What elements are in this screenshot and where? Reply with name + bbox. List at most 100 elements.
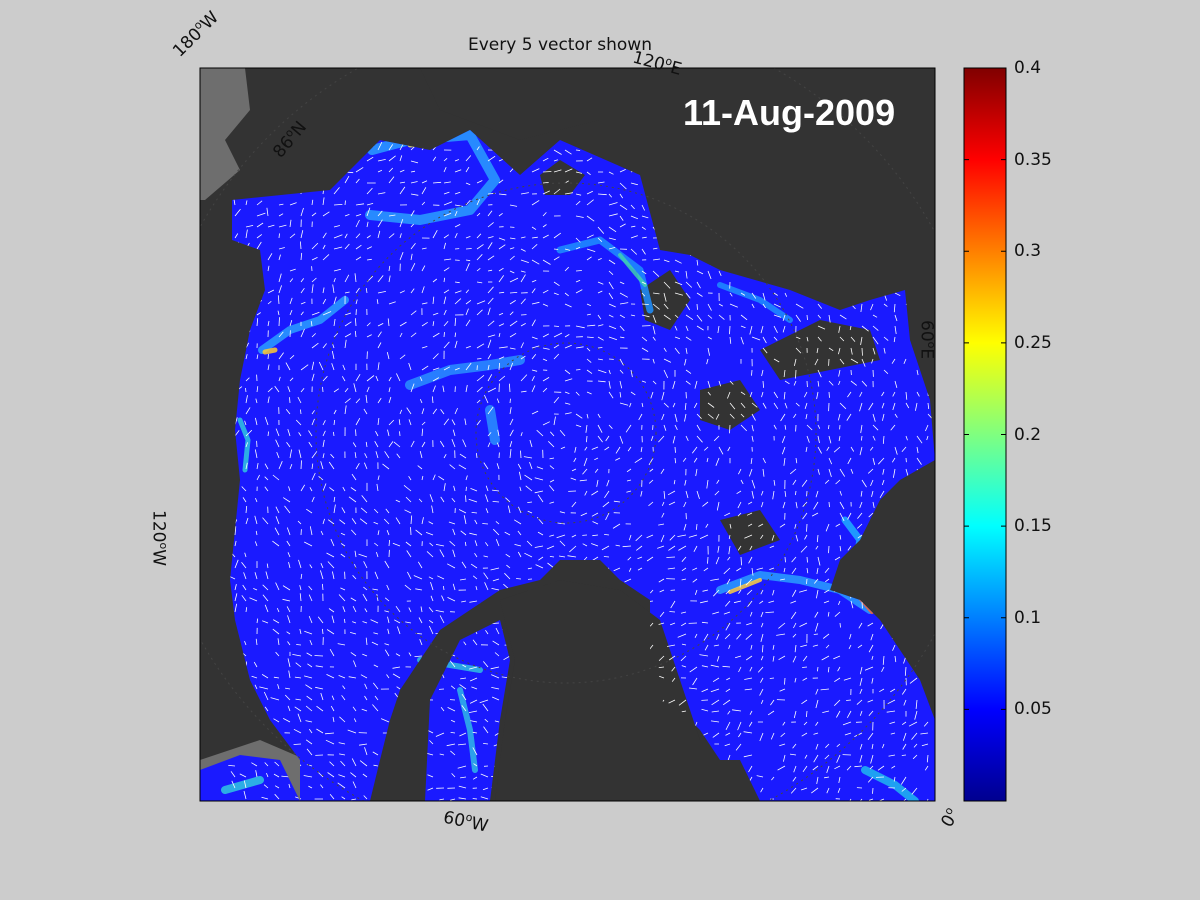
velocity-vector — [713, 589, 720, 597]
velocity-vector — [285, 362, 291, 371]
velocity-vector — [781, 446, 786, 455]
velocity-vector — [597, 336, 604, 341]
velocity-vector — [802, 666, 808, 668]
velocity-vector — [750, 457, 753, 464]
velocity-vector — [671, 677, 676, 682]
velocity-vector — [925, 424, 929, 432]
velocity-vector — [326, 552, 335, 558]
velocity-vector — [704, 644, 709, 651]
velocity-vector — [306, 748, 313, 756]
velocity-vector — [330, 453, 335, 459]
velocity-vector — [779, 688, 786, 692]
velocity-vector — [243, 790, 247, 800]
velocity-vector — [475, 585, 478, 591]
velocity-vector — [491, 674, 500, 679]
velocity-vector — [564, 292, 569, 297]
velocity-vector — [509, 383, 511, 393]
velocity-vector — [857, 523, 863, 529]
velocity-vector — [668, 501, 676, 506]
velocity-vector — [641, 270, 647, 275]
velocity-vector — [450, 719, 456, 723]
velocity-vector — [597, 226, 605, 234]
velocity-vector — [384, 649, 390, 657]
velocity-vector — [377, 362, 380, 371]
velocity-vector — [287, 641, 291, 646]
velocity-vector — [344, 200, 346, 206]
velocity-vector — [744, 534, 753, 539]
velocity-vector — [418, 498, 423, 503]
velocity-vector — [553, 188, 561, 195]
velocity-vector — [399, 169, 405, 173]
velocity-vector — [850, 468, 854, 474]
velocity-vector — [396, 686, 401, 690]
velocity-vector — [432, 230, 438, 239]
velocity-vector — [751, 303, 755, 309]
velocity-vector — [881, 402, 885, 409]
velocity-vector — [415, 529, 423, 536]
velocity-vector — [333, 246, 343, 250]
velocity-vector — [883, 303, 888, 307]
velocity-vector — [615, 457, 621, 461]
velocity-vector — [826, 446, 830, 451]
velocity-vector — [861, 358, 866, 367]
velocity-vector — [575, 246, 581, 250]
velocity-vector — [575, 413, 583, 419]
velocity-vector — [717, 325, 720, 334]
velocity-vector — [384, 597, 390, 602]
velocity-vector — [833, 655, 841, 660]
velocity-vector — [288, 486, 291, 492]
velocity-vector — [658, 435, 665, 443]
velocity-vector — [443, 332, 445, 338]
velocity-vector — [417, 465, 423, 470]
velocity-vector — [667, 490, 676, 496]
velocity-vector — [468, 666, 478, 670]
velocity-vector — [454, 317, 457, 327]
velocity-vector — [729, 402, 736, 410]
date-stamp: 11-Aug-2009 — [683, 92, 896, 133]
velocity-vector — [407, 571, 412, 580]
velocity-vector — [811, 512, 819, 517]
velocity-vector — [340, 760, 346, 767]
velocity-vector — [484, 542, 489, 547]
velocity-vector — [641, 236, 647, 239]
velocity-vector — [817, 666, 819, 672]
velocity-vector — [285, 408, 291, 415]
velocity-vector — [418, 617, 423, 624]
velocity-vector — [427, 774, 434, 778]
velocity-vector — [527, 501, 533, 503]
velocity-vector — [432, 332, 440, 338]
velocity-vector — [575, 149, 581, 151]
velocity-vector — [305, 739, 313, 745]
velocity-vector — [351, 758, 357, 767]
velocity-vector — [300, 207, 304, 217]
velocity-vector — [784, 402, 788, 409]
velocity-vector — [839, 512, 845, 522]
velocity-vector — [802, 765, 808, 773]
velocity-vector — [459, 578, 467, 581]
velocity-vector — [870, 754, 874, 764]
velocity-vector — [661, 501, 665, 506]
velocity-vector — [330, 705, 335, 712]
velocity-vector — [813, 754, 819, 763]
velocity-vector — [784, 292, 788, 297]
velocity-vector — [626, 490, 632, 493]
velocity-vector — [894, 325, 897, 335]
velocity-vector — [781, 435, 786, 443]
velocity-vector — [715, 556, 720, 565]
velocity-vector — [542, 259, 551, 265]
velocity-vector — [871, 743, 874, 750]
velocity-vector — [834, 699, 841, 706]
velocity-vector — [783, 391, 786, 400]
velocity-vector — [630, 182, 639, 186]
velocity-vector — [387, 616, 390, 624]
velocity-vector — [905, 402, 910, 409]
velocity-vector — [927, 413, 932, 419]
velocity-vector — [451, 497, 456, 503]
velocity-vector — [795, 369, 797, 379]
velocity-vector — [520, 374, 528, 382]
velocity-vector — [516, 578, 522, 580]
velocity-vector — [355, 244, 362, 250]
velocity-vector — [738, 666, 742, 673]
velocity-vector — [293, 728, 302, 734]
velocity-vector — [839, 336, 845, 342]
